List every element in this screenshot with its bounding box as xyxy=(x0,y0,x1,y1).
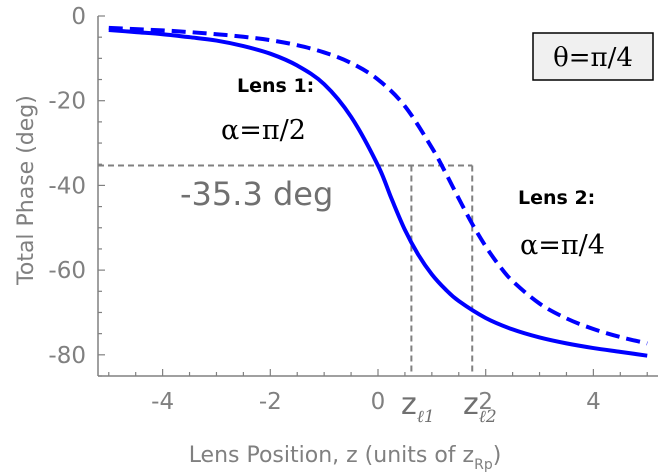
x-tick-label: -4 xyxy=(151,389,174,415)
lens2-alpha: α=π/4 xyxy=(520,230,605,261)
z1-marker-main: z xyxy=(401,387,417,422)
y-tick-label: -80 xyxy=(48,343,86,369)
x-axis-title-close: ) xyxy=(493,443,502,468)
x-tick-label: -2 xyxy=(259,389,282,415)
x-axis-title: Lens Position, z (units of zRp) xyxy=(189,443,502,473)
y-tick-label: 0 xyxy=(71,4,86,30)
x-tick-label: 2 xyxy=(478,389,493,415)
z2-marker-subscript: ℓ2 xyxy=(479,407,497,427)
z2-marker-label: zℓ2 xyxy=(463,387,497,427)
z1-marker-subscript: ℓ1 xyxy=(417,407,435,427)
lens1-series-line xyxy=(108,27,648,358)
x-tick-label: 0 xyxy=(371,389,386,415)
x-tick-label: 4 xyxy=(586,389,601,415)
lens1-title: Lens 1: xyxy=(237,75,314,97)
lens2-title: Lens 2: xyxy=(518,187,595,209)
x-axis-ticks: -4 -2 0 2 4 xyxy=(108,369,648,415)
x-axis-title-main: Lens Position, z (units of z xyxy=(189,443,474,468)
y-axis-ticks: 0 -20 -40 -60 -80 xyxy=(48,4,105,377)
y-tick-label: -60 xyxy=(48,258,86,284)
z1-marker-label: zℓ1 xyxy=(401,387,435,427)
lens2-series-line xyxy=(108,25,648,346)
y-tick-label: -20 xyxy=(48,89,86,115)
phase-value-label: -35.3 deg xyxy=(180,175,333,213)
lens1-alpha: α=π/2 xyxy=(221,115,306,146)
x-axis-title-subscript: Rp xyxy=(474,457,493,473)
theta-label: θ=π/4 xyxy=(553,43,633,73)
y-tick-label: -40 xyxy=(48,173,86,199)
z2-marker-main: z xyxy=(463,387,479,422)
y-axis-title: Total Phase (deg) xyxy=(14,95,39,286)
theta-box xyxy=(532,32,654,81)
